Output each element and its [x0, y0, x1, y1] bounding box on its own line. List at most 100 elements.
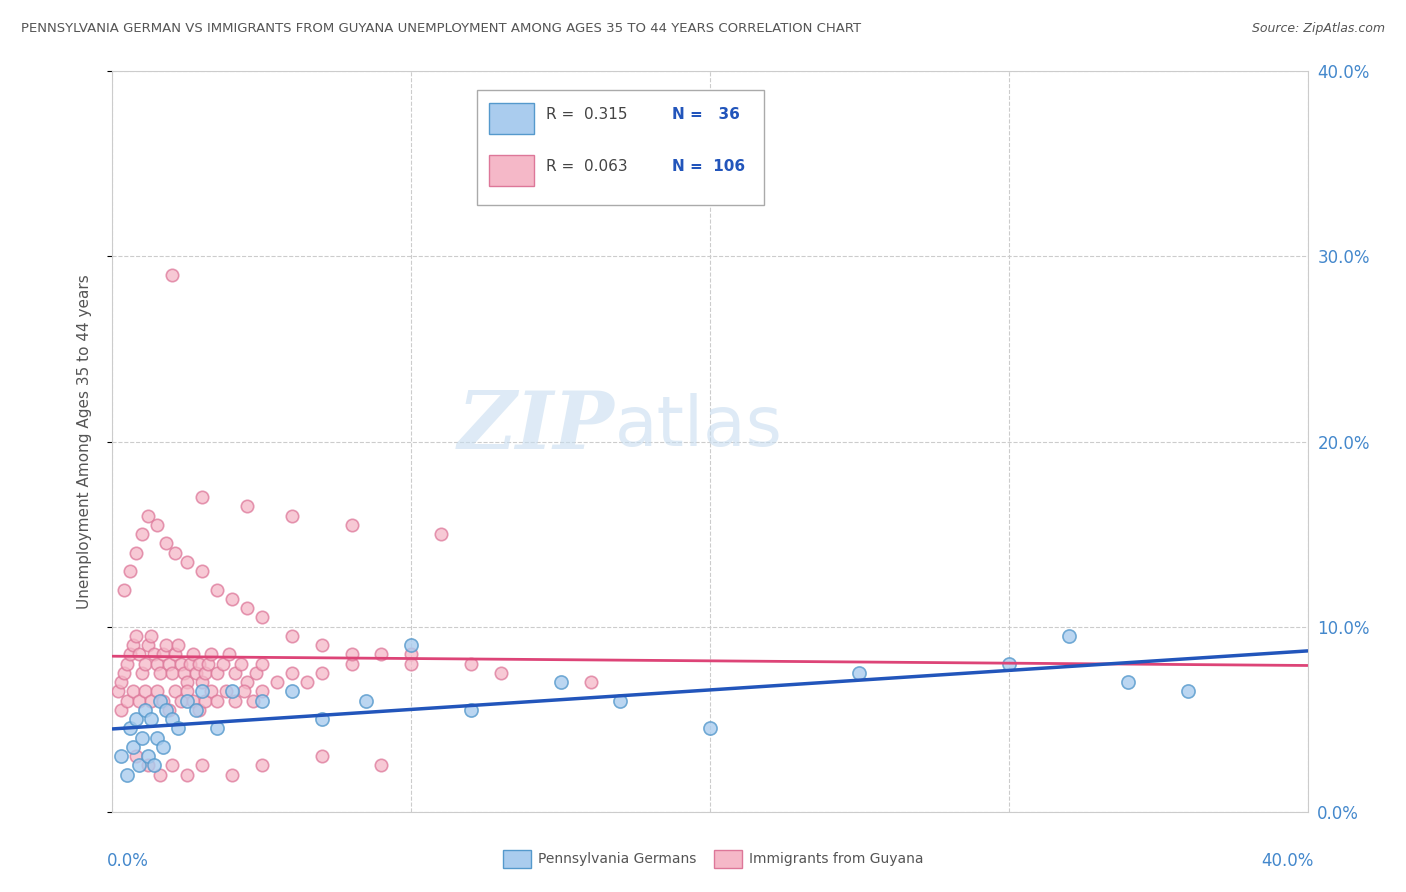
Point	[430, 527, 453, 541]
Point	[218, 648, 240, 662]
Point	[114, 665, 135, 680]
Point	[186, 703, 208, 717]
Text: atlas: atlas	[614, 393, 782, 460]
Point	[224, 694, 246, 708]
Point	[155, 703, 177, 717]
Point	[233, 684, 256, 698]
Point	[110, 703, 132, 717]
Point	[188, 657, 211, 671]
Point	[295, 675, 318, 690]
Text: Pennsylvania Germans: Pennsylvania Germans	[538, 852, 697, 866]
Point	[146, 684, 169, 698]
Point	[117, 657, 139, 671]
Point	[1177, 684, 1199, 698]
Point	[107, 684, 129, 698]
Point	[176, 684, 198, 698]
Point	[162, 268, 183, 282]
Point	[250, 684, 273, 698]
Text: 40.0%: 40.0%	[1261, 853, 1313, 871]
Point	[579, 675, 602, 690]
Point	[191, 758, 214, 772]
Point	[215, 684, 238, 698]
Point	[128, 648, 150, 662]
Point	[370, 758, 392, 772]
Point	[125, 629, 148, 643]
Point	[236, 601, 259, 615]
Point	[401, 648, 423, 662]
Point	[848, 665, 870, 680]
Point	[134, 703, 156, 717]
Point	[205, 665, 228, 680]
Point	[146, 657, 169, 671]
Text: R =  0.063: R = 0.063	[547, 159, 628, 174]
Point	[165, 545, 187, 560]
Point	[149, 767, 172, 781]
Point	[242, 694, 264, 708]
Point	[157, 703, 180, 717]
Point	[250, 657, 273, 671]
Point	[122, 638, 145, 652]
Point	[221, 767, 243, 781]
Text: PENNSYLVANIA GERMAN VS IMMIGRANTS FROM GUYANA UNEMPLOYMENT AMONG AGES 35 TO 44 Y: PENNSYLVANIA GERMAN VS IMMIGRANTS FROM G…	[21, 22, 862, 36]
Point	[138, 749, 160, 764]
Point	[162, 665, 183, 680]
Point	[138, 758, 160, 772]
Point	[173, 665, 195, 680]
Point	[194, 665, 217, 680]
Text: N =   36: N = 36	[672, 107, 740, 122]
Point	[146, 517, 169, 532]
Point	[167, 638, 190, 652]
Point	[143, 758, 166, 772]
Point	[188, 703, 211, 717]
Point	[122, 684, 145, 698]
Point	[152, 648, 174, 662]
Point	[236, 675, 259, 690]
Point	[191, 684, 214, 698]
Point	[250, 694, 273, 708]
Point	[176, 555, 198, 569]
Text: Source: ZipAtlas.com: Source: ZipAtlas.com	[1251, 22, 1385, 36]
Point	[311, 665, 333, 680]
Point	[236, 500, 259, 514]
Point	[224, 665, 246, 680]
Point	[205, 722, 228, 736]
Point	[167, 722, 190, 736]
Point	[120, 722, 142, 736]
Point	[311, 638, 333, 652]
Point	[176, 767, 198, 781]
Text: Immigrants from Guyana: Immigrants from Guyana	[749, 852, 924, 866]
Point	[229, 657, 252, 671]
Point	[609, 694, 631, 708]
Point	[176, 675, 198, 690]
Bar	[489, 103, 534, 135]
Text: R =  0.315: R = 0.315	[547, 107, 628, 122]
Point	[281, 629, 304, 643]
Point	[401, 638, 423, 652]
Point	[131, 527, 153, 541]
Point	[134, 684, 156, 698]
Point	[212, 657, 235, 671]
Point	[699, 722, 721, 736]
Point	[170, 694, 193, 708]
Point	[149, 665, 172, 680]
Point	[125, 712, 148, 726]
Point	[152, 694, 174, 708]
Point	[200, 684, 222, 698]
Point	[221, 591, 243, 606]
Point	[191, 490, 214, 504]
Point	[162, 712, 183, 726]
Point	[114, 582, 135, 597]
Point	[197, 657, 219, 671]
Point	[311, 749, 333, 764]
Point	[460, 703, 482, 717]
Point	[117, 694, 139, 708]
Point	[221, 684, 243, 698]
Point	[205, 694, 228, 708]
Point	[155, 536, 177, 550]
FancyBboxPatch shape	[477, 90, 763, 204]
Point	[340, 517, 363, 532]
Point	[110, 749, 132, 764]
Point	[128, 758, 150, 772]
Point	[250, 758, 273, 772]
Point	[266, 675, 288, 690]
